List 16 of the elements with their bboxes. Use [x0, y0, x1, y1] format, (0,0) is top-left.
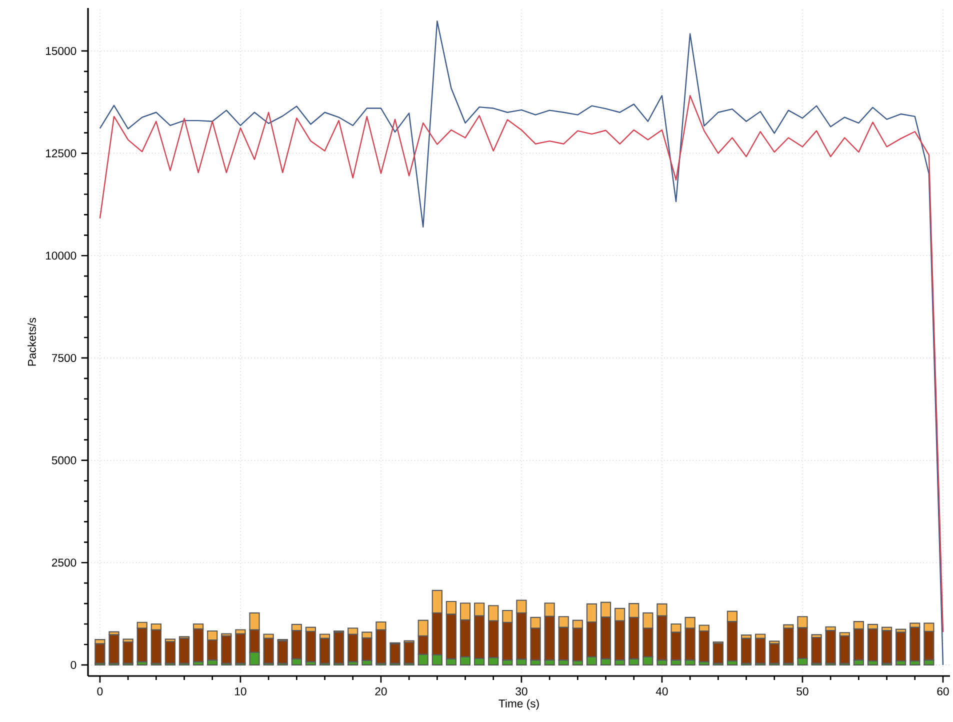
y-tick-label: 12500 [46, 149, 76, 158]
x-tick-label: 0 [97, 687, 103, 696]
x-tick-label: 20 [375, 687, 387, 696]
x-tick-label: 50 [796, 687, 808, 696]
x-tick-label: 60 [937, 687, 949, 696]
y-tick-label: 0 [70, 660, 76, 669]
y-tick-label: 5000 [52, 456, 76, 464]
y-tick-label: 2500 [52, 558, 76, 567]
x-tick-label: 30 [516, 687, 528, 696]
y-tick-label: 15000 [46, 46, 76, 55]
y-axis-title: Packets/s [28, 318, 36, 366]
y-tick-label: 10000 [46, 252, 76, 260]
y-tick-label: 7500 [52, 354, 76, 362]
x-axis-title: Time (s) [498, 699, 539, 710]
x-tick-label: 10 [235, 687, 246, 696]
x-tick-label: 40 [656, 687, 668, 696]
